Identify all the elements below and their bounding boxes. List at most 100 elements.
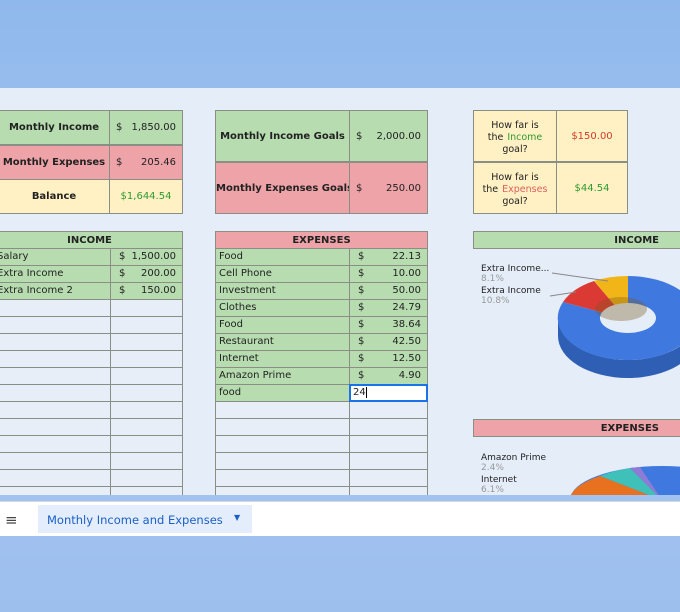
summary-amount: 205.46 <box>141 156 176 168</box>
table-cell: $4.90 <box>349 367 428 385</box>
row-amount: 22.13 <box>392 251 421 262</box>
pie-slice <box>570 476 650 495</box>
row-amount: 12.50 <box>392 353 421 364</box>
goal-amount: 2,000.00 <box>376 131 421 142</box>
row-label: Investment <box>219 285 276 296</box>
currency: $ <box>358 319 365 330</box>
chart-header: EXPENSES <box>473 419 680 437</box>
row-label: Extra Income <box>0 268 64 279</box>
table-cell <box>215 401 350 419</box>
table-cell: Extra Income 2 <box>0 282 111 300</box>
currency: $ <box>358 370 365 381</box>
chart-percent: 10.8% <box>481 296 510 306</box>
row-label: Extra Income 2 <box>0 285 73 296</box>
row-amount: 150.00 <box>141 285 176 296</box>
progress-text: goal? <box>502 195 528 207</box>
row-amount: 38.64 <box>392 319 421 330</box>
table-cell <box>215 486 350 495</box>
table-cell <box>0 452 111 470</box>
summary-amount: 1,850.00 <box>131 122 176 133</box>
table-cell: $150.00 <box>110 282 183 300</box>
all-sheets-icon[interactable]: ≡ <box>5 511 18 529</box>
table-cell: $38.64 <box>349 316 428 334</box>
table-cell <box>0 316 111 334</box>
leader-line <box>551 272 609 282</box>
pie-slice <box>600 468 657 495</box>
currency: $ <box>358 251 365 262</box>
chart-label: Amazon Prime <box>481 453 547 463</box>
table-cell: Food <box>215 316 350 334</box>
progress-amount: $44.54 <box>574 182 610 194</box>
table-cell <box>110 452 183 470</box>
table-cell: $200.00 <box>110 265 183 283</box>
row-label: Food <box>219 319 243 330</box>
table-cell: Extra Income <box>0 265 111 283</box>
summary-amount: $1,644.54 <box>120 191 172 202</box>
table-cell <box>349 401 428 419</box>
goal-label-cell: Monthly Expenses Goals <box>215 161 350 214</box>
chart-percent: 8.1% <box>481 274 504 284</box>
goal-value-cell: $250.00 <box>349 161 428 214</box>
summary-label-cell: Monthly Income <box>0 110 110 145</box>
table-cell <box>110 299 183 317</box>
table-cell: $22.13 <box>349 248 428 266</box>
spreadsheet: Monthly Income $1,850.00 Monthly Expenses $… <box>0 88 680 495</box>
chart-title: EXPENSES <box>600 423 659 434</box>
table-header-text: EXPENSES <box>292 235 351 246</box>
currency: $ <box>116 122 123 133</box>
summary-value-cell: $1,644.54 <box>109 179 183 214</box>
progress-line: the Income <box>474 132 556 143</box>
currency: $ <box>358 353 365 364</box>
table-cell: Investment <box>215 282 350 300</box>
chart-label: Extra Income <box>481 286 541 296</box>
table-cell <box>0 384 111 402</box>
progress-text: the <box>487 132 504 143</box>
row-amount: 24.79 <box>392 302 421 313</box>
currency: $ <box>119 251 126 262</box>
table-cell: Cell Phone <box>215 265 350 283</box>
table-cell <box>0 418 111 436</box>
table-cell: Internet <box>215 350 350 368</box>
table-cell <box>110 486 183 495</box>
row-label: Clothes <box>219 302 257 313</box>
chart-title: INCOME <box>614 235 659 246</box>
table-cell: $24.79 <box>349 299 428 317</box>
table-cell <box>0 435 111 453</box>
dropdown-icon[interactable]: ▼ <box>234 513 241 522</box>
editing-cell[interactable]: 24 <box>349 384 428 402</box>
table-cell: Salary <box>0 248 111 266</box>
currency: $ <box>356 131 363 142</box>
summary-label: Monthly Expenses <box>2 156 106 168</box>
donut-slice <box>594 275 628 305</box>
table-cell <box>0 333 111 351</box>
table-cell <box>110 316 183 334</box>
progress-amount: $150.00 <box>571 131 613 142</box>
leader-line <box>549 291 577 297</box>
table-cell <box>215 452 350 470</box>
progress-text: the <box>482 183 499 195</box>
table-cell <box>110 367 183 385</box>
sheet-tab-bar: ≡ Monthly Income and Expenses ▼ <box>0 501 680 536</box>
table-cell: Amazon Prime <box>215 367 350 385</box>
row-label: Food <box>219 251 243 262</box>
row-amount: 10.00 <box>392 268 421 279</box>
progress-text: Expenses <box>502 183 548 195</box>
pie-slice <box>630 467 659 495</box>
table-header: EXPENSES <box>215 231 428 249</box>
table-cell <box>110 469 183 487</box>
table-cell <box>349 486 428 495</box>
chart-label: Internet <box>481 475 517 485</box>
table-cell: $12.50 <box>349 350 428 368</box>
sheet-tab[interactable]: Monthly Income and Expenses ▼ <box>38 505 252 533</box>
summary-value-cell: $1,850.00 <box>109 110 183 145</box>
table-cell: Clothes <box>215 299 350 317</box>
table-cell <box>110 401 183 419</box>
chart-percent: 6.1% <box>481 485 504 495</box>
row-amount: 4.90 <box>398 370 421 381</box>
table-cell <box>349 452 428 470</box>
table-cell <box>0 401 111 419</box>
summary-label: Monthly Income <box>8 122 100 133</box>
table-cell <box>215 469 350 487</box>
currency: $ <box>119 285 126 296</box>
